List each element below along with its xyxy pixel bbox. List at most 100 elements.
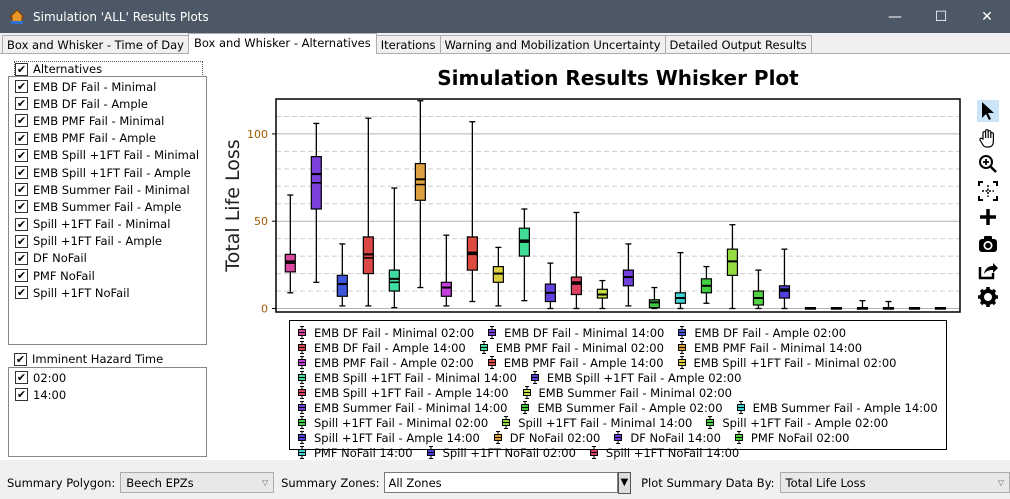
legend-item: EMB PMF Fail - Minimal 14:00 (677, 340, 862, 355)
summary-zones-dropdown-button[interactable]: ▼ (617, 471, 632, 494)
tab-1[interactable]: Box and Whisker - Alternatives (187, 33, 377, 54)
box-16[interactable] (700, 265, 713, 304)
legend-label: EMB Summer Fail - Ample 14:00 (752, 400, 938, 415)
checkbox[interactable]: ✔ (15, 114, 28, 128)
checkbox[interactable]: ✔ (15, 234, 28, 248)
checkbox[interactable]: ✔ (15, 286, 28, 300)
box-21[interactable] (830, 306, 843, 310)
box-9[interactable] (518, 208, 530, 302)
box-12[interactable] (596, 279, 608, 310)
legend-label: EMB Summer Fail - Ample 02:00 (537, 400, 723, 415)
title-bar: Simulation 'ALL' Results Plots — ☐ ✕ (0, 0, 1010, 33)
checkbox[interactable]: ✔ (15, 80, 28, 94)
pan-hand-button[interactable] (977, 127, 999, 149)
checkbox[interactable]: ✔ (15, 269, 28, 283)
summary-zones-input[interactable]: All Zones (384, 472, 618, 493)
legend-swatch (589, 446, 598, 459)
box-25[interactable] (934, 306, 947, 310)
box-2[interactable] (336, 243, 348, 307)
checkbox[interactable]: ✔ (15, 217, 28, 231)
legend-swatch (493, 431, 502, 444)
box-17[interactable] (726, 224, 739, 310)
checkbox[interactable]: ✔ (15, 388, 28, 402)
legend-swatch (298, 431, 306, 444)
list-item[interactable]: ✔ 02:00 (9, 369, 206, 386)
export-button[interactable] (977, 259, 999, 281)
list-item[interactable]: ✔ EMB PMF Fail - Ample (9, 130, 206, 147)
list-item[interactable]: ✔ EMB PMF Fail - Minimal (9, 112, 206, 129)
box-23[interactable] (882, 300, 895, 310)
minimize-button[interactable]: — (888, 8, 902, 25)
box-11[interactable] (570, 211, 582, 310)
legend-item: EMB Spill +1FT Fail - Minimal 02:00 (677, 355, 896, 370)
list-item[interactable]: ✔ Spill +1FT Fail - Minimal (9, 216, 206, 233)
tab-0[interactable]: Box and Whisker - Time of Day (2, 35, 189, 54)
list-item[interactable]: ✔ Spill +1FT Fail - Ample (9, 233, 206, 250)
box-22[interactable] (856, 300, 869, 310)
checkbox[interactable]: ✔ (15, 131, 28, 145)
camera-button[interactable] (977, 233, 999, 255)
list-item[interactable]: ✔ DF NoFail (9, 250, 206, 267)
box-15[interactable] (674, 251, 687, 310)
plot-by-select[interactable]: Total Life Loss ▽ (779, 472, 1010, 493)
checkbox[interactable]: ✔ (15, 200, 28, 214)
box-6[interactable] (440, 234, 452, 307)
hazard-time-select-all-checkbox[interactable]: ✔ (14, 352, 27, 366)
box-4[interactable] (388, 187, 400, 309)
checkbox[interactable]: ✔ (15, 97, 28, 111)
alternatives-select-all-checkbox[interactable]: ✔ (15, 62, 28, 76)
tab-3[interactable]: Warning and Mobilization Uncertainty (439, 35, 666, 54)
legend-label: EMB DF Fail - Minimal 14:00 (504, 325, 665, 340)
checkbox[interactable]: ✔ (15, 166, 28, 180)
summary-polygon-select[interactable]: Beech EPZs ▽ (120, 472, 275, 493)
list-item[interactable]: ✔ EMB DF Fail - Ample (9, 95, 206, 112)
legend-label: EMB PMF Fail - Ample 02:00 (314, 355, 474, 370)
legend-swatch (298, 416, 306, 429)
list-item[interactable]: ✔ EMB Spill +1FT Fail - Minimal (9, 147, 206, 164)
crosshair-plus-button[interactable] (977, 206, 999, 228)
tab-2[interactable]: Iterations (375, 35, 441, 54)
export-icon (978, 263, 998, 280)
list-item[interactable]: ✔ Spill +1FT NoFail (9, 284, 206, 301)
box-19[interactable] (778, 248, 791, 310)
list-item[interactable]: ✔ EMB DF Fail - Minimal (9, 78, 206, 95)
box-whisker-chart[interactable]: Simulation Results Whisker Plot 0 50 100Tot… (220, 62, 970, 318)
item-label: EMB PMF Fail - Ample (33, 131, 156, 146)
legend-item: EMB DF Fail - Ample 14:00 (298, 340, 466, 355)
list-item[interactable]: ✔ EMB Spill +1FT Fail - Ample (9, 164, 206, 181)
list-item[interactable]: ✔ PMF NoFail (9, 267, 206, 284)
checkbox[interactable]: ✔ (15, 183, 28, 197)
alternatives-header[interactable]: ✔ Alternatives (14, 61, 204, 77)
close-button[interactable]: ✕ (981, 8, 993, 25)
box-5[interactable] (414, 100, 426, 289)
pointer-button[interactable] (977, 100, 999, 122)
box-10[interactable] (544, 262, 556, 310)
list-item[interactable]: ✔ EMB Summer Fail - Ample (9, 198, 206, 215)
box-1[interactable] (310, 122, 322, 283)
tab-4[interactable]: Detailed Output Results (664, 35, 812, 54)
fit-extents-button[interactable] (977, 180, 999, 202)
box-7[interactable] (466, 121, 478, 303)
box-0[interactable] (284, 194, 296, 294)
box-18[interactable] (752, 269, 765, 310)
box-24[interactable] (908, 306, 921, 310)
legend-item: DF NoFail 02:00 (493, 430, 600, 445)
checkbox[interactable]: ✔ (15, 148, 28, 162)
box-8[interactable] (492, 246, 504, 307)
checkbox[interactable]: ✔ (15, 371, 28, 385)
zoom-in-button[interactable] (977, 153, 999, 175)
legend-item: Spill +1FT NoFail 14:00 (589, 445, 739, 460)
maximize-button[interactable]: ☐ (934, 8, 948, 25)
item-label: EMB Summer Fail - Ample (33, 199, 182, 214)
fit-extents-icon (978, 180, 998, 201)
checkbox[interactable]: ✔ (15, 251, 28, 265)
hazard-time-header[interactable]: ✔ Imminent Hazard Time (14, 352, 263, 366)
box-20[interactable] (804, 306, 817, 310)
settings-gear-button[interactable] (977, 286, 999, 308)
list-item[interactable]: ✔ EMB Summer Fail - Minimal (9, 181, 206, 198)
legend-item: Spill +1FT Fail - Minimal 14:00 (502, 415, 692, 430)
box-13[interactable] (622, 243, 635, 307)
list-item[interactable]: ✔ 14:00 (9, 386, 206, 403)
box-3[interactable] (362, 117, 374, 307)
box-14[interactable] (648, 286, 661, 310)
